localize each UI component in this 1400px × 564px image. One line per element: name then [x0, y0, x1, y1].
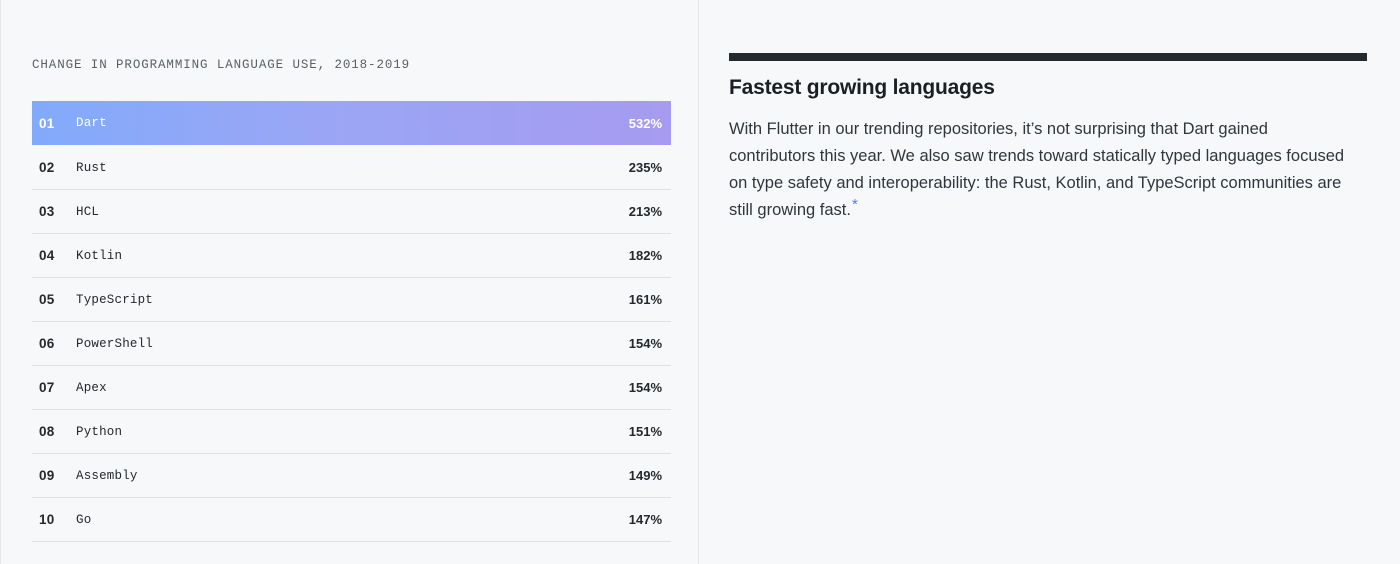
- ranking-row: 05 TypeScript 161%: [32, 278, 671, 322]
- article-title: Fastest growing languages: [729, 76, 995, 99]
- footnote-link[interactable]: *: [851, 195, 858, 213]
- change-percent: 147%: [628, 512, 662, 527]
- ranking-row: 07 Apex 154%: [32, 366, 671, 410]
- rank-number: 10: [39, 512, 55, 527]
- language-name: PowerShell: [76, 336, 154, 351]
- article-body-text: With Flutter in our trending repositorie…: [729, 120, 1345, 219]
- change-percent: 149%: [628, 468, 662, 483]
- ranking-list: 01 Dart 532% 02 Rust 235% 03 HCL 213% 04…: [32, 101, 671, 542]
- change-percent: 151%: [628, 424, 662, 439]
- language-name: Kotlin: [76, 248, 123, 263]
- language-name: HCL: [76, 204, 100, 219]
- language-name: Apex: [76, 380, 107, 395]
- article-body: With Flutter in our trending repositorie…: [729, 116, 1349, 224]
- rank-number: 09: [39, 468, 55, 483]
- rank-number: 02: [39, 160, 55, 175]
- rank-number: 04: [39, 248, 55, 263]
- change-percent: 235%: [628, 160, 662, 175]
- ranking-row: 03 HCL 213%: [32, 190, 671, 234]
- change-percent: 532%: [628, 115, 662, 131]
- language-name: Python: [76, 424, 123, 439]
- ranking-heading: CHANGE IN PROGRAMMING LANGUAGE USE, 2018…: [32, 58, 411, 72]
- ranking-row: 08 Python 151%: [32, 410, 671, 454]
- article-panel: Fastest growing languages With Flutter i…: [699, 0, 1400, 564]
- ranking-row: 04 Kotlin 182%: [32, 234, 671, 278]
- rank-number: 07: [39, 380, 55, 395]
- change-percent: 213%: [628, 204, 662, 219]
- language-name: Rust: [76, 160, 107, 175]
- section-divider: [729, 53, 1367, 61]
- language-name: TypeScript: [76, 292, 154, 307]
- ranking-row: 06 PowerShell 154%: [32, 322, 671, 366]
- rank-number: 03: [39, 204, 55, 219]
- rank-number: 08: [39, 424, 55, 439]
- change-percent: 182%: [628, 248, 662, 263]
- change-percent: 161%: [628, 292, 662, 307]
- language-name: Go: [76, 512, 92, 527]
- language-ranking-panel: CHANGE IN PROGRAMMING LANGUAGE USE, 2018…: [0, 0, 699, 564]
- language-name: Assembly: [76, 468, 138, 483]
- language-name: Dart: [76, 116, 107, 130]
- rank-number: 06: [39, 336, 55, 351]
- change-percent: 154%: [628, 336, 662, 351]
- rank-number: 01: [39, 115, 55, 131]
- rank-number: 05: [39, 292, 55, 307]
- ranking-row: 10 Go 147%: [32, 498, 671, 542]
- ranking-row: 02 Rust 235%: [32, 146, 671, 190]
- ranking-row: 09 Assembly 149%: [32, 454, 671, 498]
- change-percent: 154%: [628, 380, 662, 395]
- ranking-row-highlighted: 01 Dart 532%: [32, 101, 671, 145]
